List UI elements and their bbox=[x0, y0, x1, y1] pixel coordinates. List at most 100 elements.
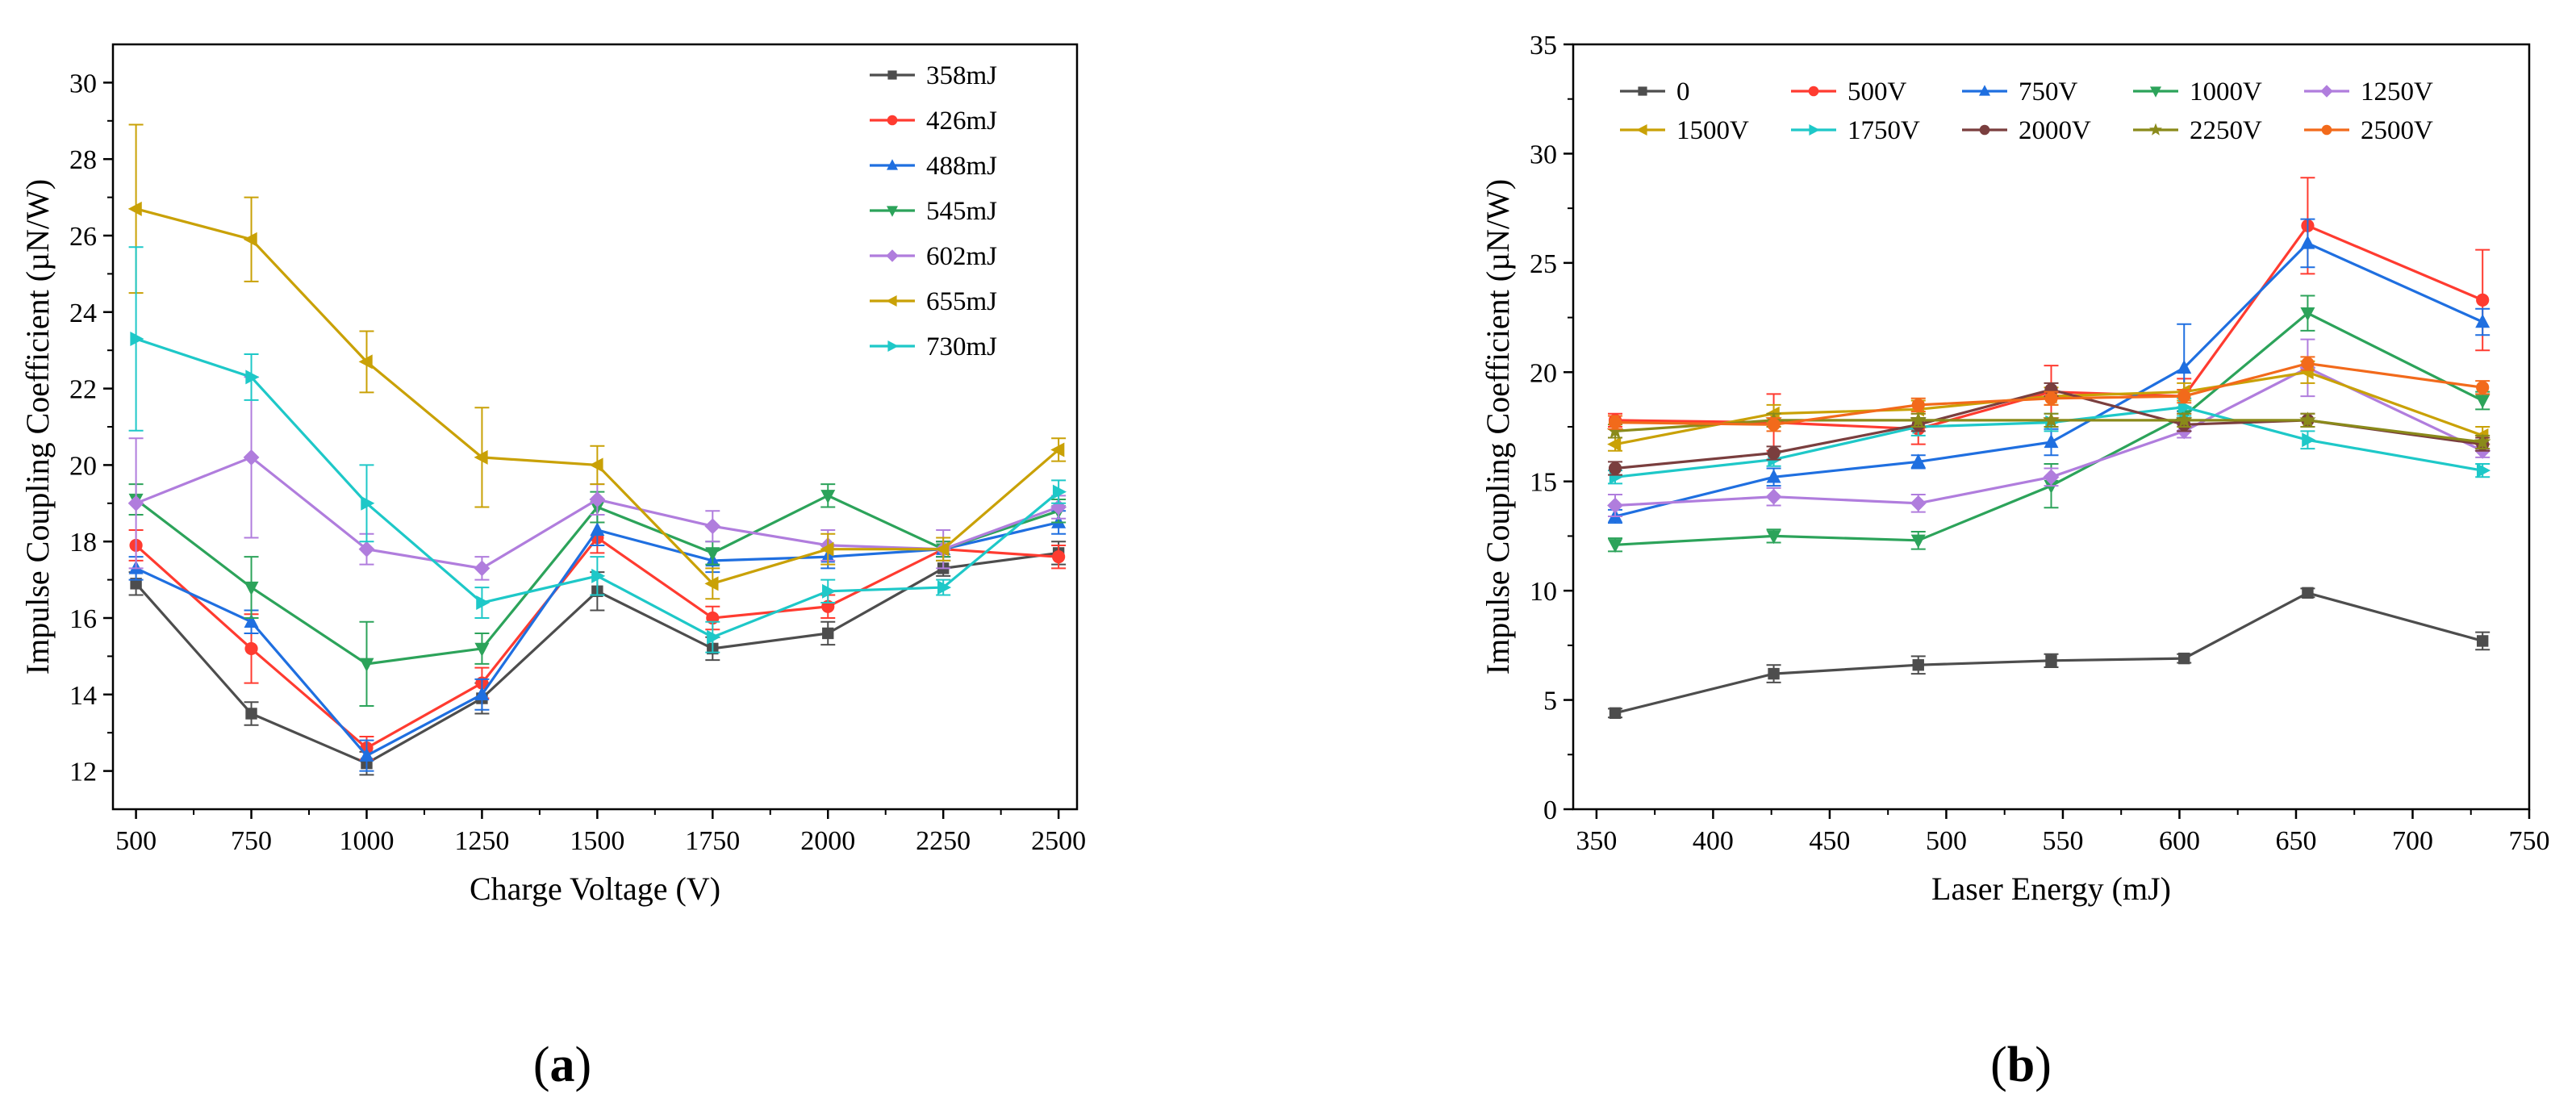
y-axis-title: Impulse Coupling Coefficient (µN/W) bbox=[19, 179, 56, 674]
data-point bbox=[1608, 461, 1622, 475]
data-point bbox=[1765, 488, 1782, 505]
series-2500v bbox=[1608, 356, 2490, 432]
y-axis-title: Impulse Coupling Coefficient (µN/W) bbox=[1480, 179, 1516, 674]
y-tick-label: 28 bbox=[69, 145, 97, 175]
data-point bbox=[935, 541, 950, 557]
y-axis-ticks: 12 14 16 18 20 22 24 26 28 30 bbox=[69, 69, 113, 787]
y-tick-label: 20 bbox=[69, 451, 97, 481]
panel-label: (b) bbox=[1990, 1038, 2052, 1092]
data-point bbox=[704, 518, 721, 535]
data-point bbox=[474, 642, 490, 657]
legend-entry: 2000V bbox=[1962, 116, 2091, 145]
legend-marker bbox=[2150, 86, 2161, 98]
y-tick-label: 16 bbox=[69, 604, 97, 634]
data-point bbox=[1608, 416, 1622, 429]
legend-entry: 0 bbox=[1620, 77, 1690, 106]
data-point bbox=[2044, 434, 2059, 449]
legend: 0 500V 750V 1000V 1250V 1500V 1750V 2000V 2250V 2… bbox=[1620, 77, 2433, 145]
data-point bbox=[822, 583, 837, 599]
y-axis-ticks: 0 5 10 15 20 25 30 35 bbox=[1530, 31, 1573, 825]
x-tick-label: 1250 bbox=[454, 826, 509, 856]
data-point bbox=[2043, 411, 2060, 428]
legend-marker bbox=[1636, 124, 1647, 136]
data-point bbox=[1767, 446, 1781, 460]
legend-label: 602mJ bbox=[926, 242, 997, 271]
data-point bbox=[245, 370, 260, 385]
x-tick-label: 500 bbox=[115, 826, 157, 856]
data-point bbox=[2475, 314, 2490, 328]
y-tick-label: 35 bbox=[1530, 31, 1557, 61]
data-point bbox=[243, 449, 260, 466]
series-655mj bbox=[127, 123, 1067, 600]
data-point bbox=[1609, 707, 1622, 720]
data-point bbox=[1607, 497, 1623, 514]
panel-label-open-paren: ( bbox=[533, 1038, 550, 1092]
x-tick-label: 1500 bbox=[570, 826, 624, 856]
legend-marker bbox=[887, 206, 898, 217]
data-point bbox=[2475, 395, 2490, 409]
data-point bbox=[1607, 436, 1622, 452]
x-axis-title: Laser Energy (mJ) bbox=[1931, 871, 2171, 907]
y-tick-label: 14 bbox=[69, 681, 97, 711]
data-point bbox=[2302, 432, 2316, 448]
data-point bbox=[359, 747, 374, 762]
data-point bbox=[1766, 530, 1781, 545]
x-tick-label: 500 bbox=[1926, 826, 1967, 856]
y-tick-label: 12 bbox=[69, 758, 97, 787]
legend-marker bbox=[886, 249, 899, 262]
legend-marker bbox=[1638, 86, 1647, 96]
data-point bbox=[591, 568, 606, 583]
x-axis-ticks: 350 400 450 500 550 600 650 700 750 bbox=[1576, 809, 2550, 856]
legend-entry: 2500V bbox=[2304, 116, 2433, 145]
legend-marker bbox=[1809, 124, 1820, 136]
data-point bbox=[1050, 442, 1065, 457]
legend-entry: 358mJ bbox=[870, 61, 997, 90]
legend-entry: 750V bbox=[1962, 77, 2078, 106]
legend-entry: 500V bbox=[1791, 77, 1907, 106]
legend-label: 655mJ bbox=[926, 287, 997, 316]
data-point bbox=[1768, 667, 1780, 680]
series-730mj bbox=[128, 246, 1067, 654]
legend-label: 426mJ bbox=[926, 106, 997, 136]
panel-label-letter: a bbox=[550, 1038, 575, 1092]
data-point bbox=[244, 581, 259, 595]
y-tick-label: 20 bbox=[1530, 358, 1557, 388]
panel-label-letter: b bbox=[2007, 1038, 2035, 1092]
legend-label: 1500V bbox=[1676, 116, 1749, 145]
legend-label: 730mJ bbox=[926, 332, 997, 361]
x-tick-label: 2500 bbox=[1031, 826, 1086, 856]
legend-entry: 2250V bbox=[2133, 116, 2262, 145]
y-tick-label: 5 bbox=[1543, 687, 1557, 716]
data-point bbox=[1910, 453, 1926, 468]
data-point bbox=[2044, 391, 2058, 405]
series-500v bbox=[1608, 177, 2490, 452]
legend-marker bbox=[1979, 124, 1990, 136]
y-tick-label: 0 bbox=[1543, 796, 1557, 825]
legend-marker bbox=[1979, 85, 1990, 96]
series-line bbox=[1614, 591, 2483, 715]
legend-entry: 426mJ bbox=[870, 106, 997, 136]
legend-marker bbox=[1808, 86, 1819, 97]
data-point bbox=[820, 541, 834, 557]
data-point bbox=[1912, 659, 1924, 671]
data-point bbox=[2176, 411, 2193, 428]
x-tick-label: 700 bbox=[2392, 826, 2433, 856]
data-point bbox=[589, 457, 603, 473]
data-point bbox=[820, 490, 836, 504]
y-tick-label: 10 bbox=[1530, 577, 1557, 607]
data-point bbox=[243, 232, 257, 247]
legend-entry: 488mJ bbox=[870, 152, 997, 181]
y-tick-label: 18 bbox=[69, 528, 97, 558]
data-point bbox=[130, 331, 144, 346]
data-point bbox=[2045, 654, 2057, 667]
data-point bbox=[2043, 469, 2060, 486]
panel-label-close-paren: ) bbox=[2035, 1038, 2052, 1092]
data-point bbox=[1910, 534, 1926, 549]
data-point bbox=[2302, 587, 2314, 599]
legend-entry: 655mJ bbox=[870, 287, 997, 316]
legend-label: 500V bbox=[1847, 77, 1907, 106]
chart-panel-a: 500 750 1000 1250 1500 1750 2000 2250 2500 12 14 16… bbox=[19, 43, 1086, 1092]
data-point bbox=[1052, 550, 1066, 564]
data-point bbox=[1911, 398, 1925, 412]
